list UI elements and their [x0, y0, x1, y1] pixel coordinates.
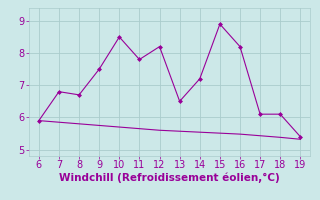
X-axis label: Windchill (Refroidissement éolien,°C): Windchill (Refroidissement éolien,°C): [59, 173, 280, 183]
